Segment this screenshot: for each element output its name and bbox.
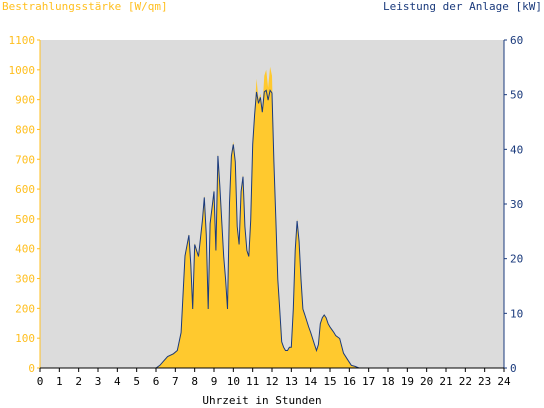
y-axis-right-label: Leistung der Anlage [kW] [383,0,542,13]
x-tick-label: 8 [191,375,198,388]
y-left-tick-label: 500 [15,213,35,226]
x-tick-label: 22 [459,375,472,388]
irradiance-area [40,66,504,369]
y-right-tick-label: 50 [510,89,523,102]
x-tick-label: 4 [114,375,121,388]
x-tick-label: 7 [172,375,179,388]
power-line [40,89,504,369]
y-left-tick-label: 300 [15,273,35,286]
x-tick-label: 24 [497,375,511,388]
x-tick-label: 9 [211,375,218,388]
x-tick-label: 19 [401,375,414,388]
x-tick-label: 6 [153,375,160,388]
x-tick-label: 14 [304,375,318,388]
y-left-tick-label: 0 [28,362,35,375]
x-tick-label: 3 [95,375,102,388]
x-tick-label: 20 [420,375,433,388]
y-left-tick-label: 1100 [9,34,36,47]
y-right-tick-label: 20 [510,253,523,266]
y-axis-left-label: Bestrahlungsstärke [W/qm] [2,0,168,13]
y-left-tick-label: 200 [15,302,35,315]
y-left-tick-label: 1000 [9,64,36,77]
y-right-tick-label: 40 [510,143,523,156]
x-tick-label: 5 [133,375,140,388]
x-tick-label: 10 [227,375,240,388]
y-left-tick-label: 700 [15,153,35,166]
x-tick-label: 23 [478,375,491,388]
x-tick-label: 21 [439,375,452,388]
x-tick-label: 13 [285,375,298,388]
y-left-tick-label: 600 [15,183,35,196]
x-tick-label: 1 [56,375,63,388]
y-right-tick-label: 0 [510,362,517,375]
x-tick-label: 16 [343,375,356,388]
x-tick-label: 17 [362,375,375,388]
x-tick-label: 2 [75,375,82,388]
y-left-tick-label: 800 [15,123,35,136]
x-tick-label: 0 [37,375,44,388]
y-left-tick-label: 400 [15,243,35,256]
y-left-tick-label: 900 [15,94,35,107]
x-tick-label: 12 [265,375,278,388]
y-right-tick-label: 10 [510,307,523,320]
x-tick-label: 18 [381,375,394,388]
x-tick-label: 15 [323,375,336,388]
y-left-tick-label: 100 [15,332,35,345]
x-tick-label: 11 [246,375,259,388]
y-right-tick-label: 30 [510,198,523,211]
x-axis-label: Uhrzeit in Stunden [202,394,322,407]
y-right-tick-label: 60 [510,34,523,47]
